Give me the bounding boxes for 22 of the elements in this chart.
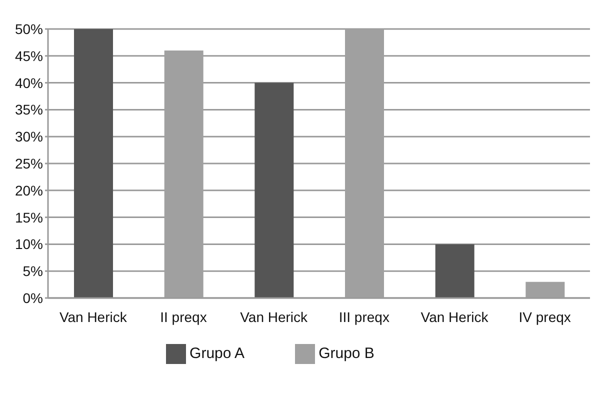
legend-label: Grupo B: [318, 344, 374, 362]
y-tick-label: 20%: [14, 182, 43, 198]
bar: [435, 244, 474, 298]
x-tick-label: Van Herick: [59, 308, 128, 325]
bar: [74, 29, 113, 298]
y-tick-label: 25%: [14, 155, 43, 172]
legend-label: Grupo A: [190, 344, 245, 362]
y-tick-label: 0%: [22, 290, 43, 306]
y-tick-label: 45%: [14, 48, 43, 64]
y-tick-label: 30%: [14, 128, 43, 145]
x-tick-label: Van Herick: [420, 308, 490, 325]
x-tick-label: II preqx: [160, 308, 207, 325]
y-tick-label: 35%: [14, 102, 43, 118]
y-tick-label: 10%: [14, 236, 43, 252]
y-tick-label: 5%: [22, 263, 43, 280]
x-tick-label: IV preqx: [518, 308, 571, 325]
y-tick-label: 50%: [14, 20, 43, 37]
x-tick-label: Van Herick: [240, 308, 309, 325]
x-tick-label: III preqx: [338, 308, 390, 325]
bar: [254, 82, 294, 298]
y-tick-label: 15%: [14, 209, 43, 226]
y-tick-label: 40%: [14, 74, 43, 91]
